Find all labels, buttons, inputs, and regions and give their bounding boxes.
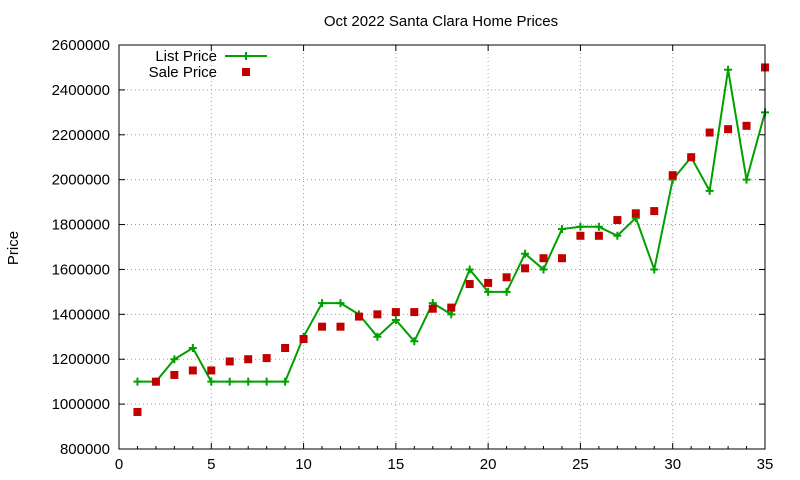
sale-price-point [225, 357, 234, 366]
list-price-point [207, 377, 216, 386]
list-price-point [373, 332, 382, 341]
list-price-point [502, 287, 511, 296]
list-price-point [484, 287, 493, 296]
list-price-point [465, 265, 474, 274]
list-price-line [137, 69, 766, 383]
sale-price-point [687, 153, 696, 162]
x-tick-label: 25 [572, 456, 589, 473]
list-price-point [447, 310, 456, 319]
axes: 0 5 10 15 20 25 30 35 800000 1000000 1200000 140000… [52, 37, 774, 473]
legend-label: Sale Price [149, 64, 217, 81]
sale-price-point [650, 207, 659, 216]
y-tick-label: 2400000 [52, 82, 110, 99]
list-price-point [170, 355, 179, 364]
y-tick-label: 1200000 [52, 351, 110, 368]
legend-label: List Price [155, 48, 217, 65]
x-tick-label: 0 [115, 456, 123, 473]
series-1 [133, 63, 769, 416]
sale-price-point [724, 125, 733, 134]
sale-price-point [391, 308, 400, 317]
y-tick-label: 2000000 [52, 172, 110, 189]
x-tick-label: 10 [295, 456, 312, 473]
sale-price-point [336, 322, 345, 331]
sale-price-point [576, 231, 585, 240]
y-tick-label: 1800000 [52, 217, 110, 234]
sale-price-point [613, 216, 622, 225]
y-tick-label: 2600000 [52, 37, 110, 54]
list-price-point [705, 186, 714, 195]
list-price-point [724, 65, 733, 74]
sale-price-point [262, 354, 271, 363]
sale-price-point [447, 303, 456, 312]
list-price-point [650, 265, 659, 274]
sale-price-point [244, 355, 253, 364]
list-price-point [244, 377, 253, 386]
sale-price-point [207, 366, 216, 375]
list-price-point [576, 222, 585, 231]
list-price-point [225, 377, 234, 386]
x-tick-label: 35 [757, 456, 774, 473]
list-price-point [188, 344, 197, 352]
sale-price-point [188, 366, 197, 375]
y-axis-label: Price [5, 231, 22, 265]
legend-swatch-marker [242, 52, 250, 60]
series [133, 63, 769, 416]
sale-price-point [594, 231, 603, 240]
list-price-point [133, 377, 142, 386]
sale-price-point [502, 273, 511, 282]
x-tick-label: 30 [664, 456, 681, 473]
list-price-point [557, 225, 566, 234]
sale-price-point [151, 377, 160, 386]
sale-price-point [281, 344, 290, 352]
grid [119, 45, 765, 449]
sale-price-point [484, 278, 493, 287]
y-tick-label: 1600000 [52, 261, 110, 278]
sale-price-point [354, 312, 363, 321]
sale-price-point [299, 335, 308, 344]
y-tick-label: 1000000 [52, 396, 110, 413]
list-price-point [742, 175, 751, 184]
sale-price-point [705, 128, 714, 137]
sale-price-point [465, 280, 474, 289]
sale-price-point [742, 121, 751, 130]
x-tick-label: 5 [207, 456, 215, 473]
sale-price-point [373, 310, 382, 319]
x-tick-label: 20 [480, 456, 497, 473]
sale-price-point [557, 254, 566, 263]
list-price-point [613, 231, 622, 240]
list-price-point [539, 265, 548, 274]
list-price-point [391, 315, 400, 324]
y-tick-label: 1400000 [52, 306, 110, 323]
sale-price-point [668, 171, 677, 180]
plot-frame [118, 44, 766, 450]
list-price-point [410, 337, 419, 346]
series-0 [133, 65, 769, 386]
y-tick-label: 2200000 [52, 127, 110, 144]
sale-price-point [410, 308, 419, 317]
list-price-point [521, 249, 530, 258]
legend-swatch-marker [242, 68, 250, 76]
x-tick-label: 15 [388, 456, 405, 473]
chart-title: Oct 2022 Santa Clara Home Prices [324, 13, 558, 30]
y-tick-label: 800000 [60, 441, 110, 458]
sale-price-point [318, 322, 327, 331]
list-price-point [318, 299, 327, 308]
sale-price-point [170, 370, 179, 379]
list-price-point [336, 299, 345, 308]
sale-price-point [539, 254, 548, 263]
sale-price-point [428, 304, 437, 313]
sale-price-point [521, 264, 530, 273]
sale-price-point [133, 407, 142, 416]
list-price-point [594, 222, 603, 231]
sale-price-point [631, 209, 640, 218]
list-price-point [281, 377, 290, 386]
list-price-point [262, 377, 271, 386]
